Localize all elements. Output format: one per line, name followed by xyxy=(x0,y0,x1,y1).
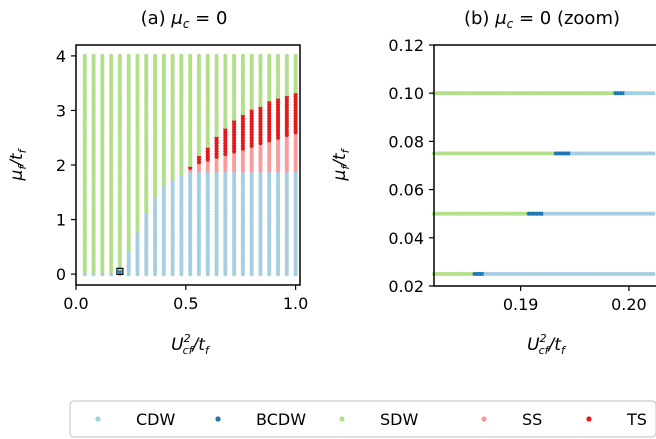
point-sdw xyxy=(205,53,210,59)
legend: CDW BCDW SDW SS TS xyxy=(69,400,656,438)
point-sdw xyxy=(170,53,175,59)
legend-marker-cdw xyxy=(95,416,101,422)
panel-b: (b) μc = 0 (zoom) 0.19 0.200.020.040.060.… xyxy=(330,8,656,357)
panel-b-ytick-label: 0.10 xyxy=(388,84,424,103)
legend-marker-ts xyxy=(586,416,592,422)
panel-a-xtick-label: 1.0 xyxy=(283,294,308,313)
point-sdw xyxy=(82,53,87,59)
point-cdw xyxy=(651,91,656,96)
point-sdw xyxy=(196,53,202,59)
panel-a-xtick-label: 0.5 xyxy=(173,294,198,313)
point-cdw xyxy=(651,211,656,216)
panel-b-ticks: 0.19 0.20 0.02 0.04 0.06 0.08 0.10 0.12 xyxy=(388,36,646,314)
panel-a-xlabel: U2 cf/tf xyxy=(171,332,211,357)
legend-box xyxy=(69,400,656,438)
point-sdw xyxy=(284,53,289,59)
legend-items: CDW BCDW SDW SS TS xyxy=(95,410,647,429)
panel-b-xtick-label: 0.19 xyxy=(503,295,539,314)
panel-b-ytick-label: 0.12 xyxy=(388,36,424,55)
point-sdw xyxy=(249,53,254,59)
legend-label-sdw: SDW xyxy=(380,410,418,429)
panel-b-ytick-label: 0.02 xyxy=(388,277,424,296)
point-sdw xyxy=(100,53,105,59)
point-cdw xyxy=(651,151,656,156)
point-sdw xyxy=(109,53,114,59)
point-sdw xyxy=(223,53,228,59)
panel-a-ytick-label: 1 xyxy=(56,211,66,230)
legend-label-ss: SS xyxy=(522,410,542,429)
legend-label-bcdw: BCDW xyxy=(256,410,306,429)
panel-b-points xyxy=(431,91,656,277)
point-sdw xyxy=(188,53,193,59)
point-sdw xyxy=(117,53,123,59)
panel-a-ticks: 0.0 0.5 1.0 0 1 2 3 4 xyxy=(56,47,309,313)
panel-a-points xyxy=(82,53,298,277)
point-sdw xyxy=(179,53,184,59)
panel-a-title: (a) μc = 0 xyxy=(141,8,228,31)
panel-b-ytick-label: 0.04 xyxy=(388,229,424,248)
legend-marker-sdw xyxy=(339,416,345,422)
legend-label-ts: TS xyxy=(626,410,647,429)
point-sdw xyxy=(240,53,245,59)
point-sdw xyxy=(214,53,219,59)
panel-a-ytick-label: 4 xyxy=(56,47,66,66)
legend-label-cdw: CDW xyxy=(136,410,175,429)
panel-b-ytick-label: 0.08 xyxy=(388,132,424,151)
panel-a-ytick-label: 3 xyxy=(56,101,66,120)
zoom-region-marker xyxy=(116,267,124,275)
point-sdw xyxy=(232,53,237,59)
panel-a-ylabel: μf/tf xyxy=(7,147,29,181)
point-sdw xyxy=(267,53,272,59)
point-cdw xyxy=(651,271,656,277)
point-sdw xyxy=(144,53,149,59)
point-sdw xyxy=(126,53,131,59)
panel-b-xtick-label: 0.20 xyxy=(611,295,647,314)
panel-a-xtick-label: 0.0 xyxy=(63,294,88,313)
panel-b-title: (b) μc = 0 (zoom) xyxy=(464,8,620,31)
panel-b-xlabel: U2 cf/tf xyxy=(527,332,567,357)
panel-a-ytick-label: 0 xyxy=(56,265,66,284)
panel-a-ytick-label: 2 xyxy=(56,156,66,175)
panel-b-ytick-label: 0.06 xyxy=(388,181,424,200)
point-sdw xyxy=(161,53,166,59)
point-sdw xyxy=(152,53,158,59)
panel-b-ylabel: μf/tf xyxy=(330,147,352,181)
point-sdw xyxy=(258,53,263,59)
legend-marker-bcdw xyxy=(215,416,221,422)
panel-a: (a) μc = 0 0.0 0.5 1.0 0 1 2 3 4 U2 cf/tf μf/tf xyxy=(7,8,308,357)
point-sdw xyxy=(135,53,140,59)
point-sdw xyxy=(275,53,281,59)
point-sdw xyxy=(91,53,96,59)
panel-b-frame xyxy=(433,44,656,287)
point-sdw xyxy=(293,53,298,59)
legend-marker-ss xyxy=(481,416,487,422)
